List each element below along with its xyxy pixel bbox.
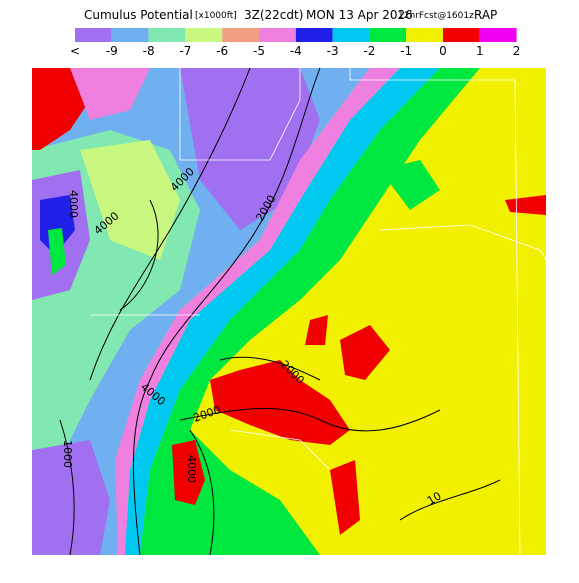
borders [90, 68, 546, 555]
contour [89, 68, 251, 381]
map-field [340, 325, 390, 380]
colorbar-label: -7 [179, 44, 191, 58]
contour [132, 68, 321, 555]
title-part: Cumulus Potential [84, 8, 193, 22]
colorbar-label: -3 [327, 44, 339, 58]
colorbar-label: -8 [143, 44, 155, 58]
map-field [32, 440, 110, 555]
contour-label: 1000 [61, 440, 74, 468]
colorbar-label: -6 [216, 44, 228, 58]
map-field [70, 68, 150, 120]
colorbar-label: -9 [106, 44, 118, 58]
contour [179, 408, 441, 432]
title-part: MON 13 Apr 2026 [306, 8, 413, 22]
contour-label: 4000 [67, 190, 80, 218]
map-field [210, 360, 350, 445]
map-field [40, 195, 75, 255]
border [229, 429, 331, 471]
contour-label: 4000 [185, 455, 198, 483]
colorbar-label: < [70, 44, 80, 58]
colorbar-swatch [479, 28, 517, 42]
title-part: [x1000ft] [195, 11, 237, 21]
colorbar-swatch [148, 28, 186, 42]
map-field [48, 228, 66, 275]
map-field [380, 160, 440, 210]
colorbar-label: -4 [290, 44, 302, 58]
colorbar-label: -2 [363, 44, 375, 58]
title-part: 3Z(22cdt) [244, 8, 303, 22]
colorbar-swatch [295, 28, 333, 42]
map-field [172, 440, 205, 505]
colorbar: < -9 -8 -7 -6 -5 -4 -3 -2 -1 0 1 2 [70, 28, 520, 58]
colorbar-label: 0 [439, 44, 447, 58]
colorbar-label: 1 [476, 44, 484, 58]
contour-label: 10 [425, 489, 444, 507]
contour [119, 199, 159, 311]
colorbar-swatch [406, 28, 443, 42]
colorbar-swatch [222, 28, 259, 42]
colorbar-swatch [259, 28, 296, 42]
colorbar-label: -1 [400, 44, 412, 58]
colorbar-label: 2 [513, 44, 521, 58]
contour [219, 356, 321, 381]
map-field [505, 195, 546, 215]
map-field [330, 460, 360, 535]
colorbar-label: -5 [253, 44, 265, 58]
title-part: 12hrFcst@1601z [398, 11, 474, 21]
border [349, 68, 521, 555]
colorbar-swatch [111, 28, 149, 42]
map-field [80, 140, 180, 260]
colorbar-swatch [332, 28, 370, 42]
contour [189, 429, 215, 555]
colorbar-swatch [369, 28, 407, 42]
border [179, 68, 301, 161]
contour [59, 419, 75, 555]
map-field [140, 68, 480, 555]
colorbar-swatch [75, 28, 112, 42]
border [379, 224, 546, 261]
contour [399, 479, 501, 521]
map-field [305, 315, 328, 345]
map-field [180, 68, 320, 230]
map: 4000 4000 4000 2000 2000 2000 4000 4000 … [32, 68, 546, 555]
title: Cumulus Potential [x1000ft] 3Z(22cdt) MO… [84, 8, 497, 22]
title-part: RAP [474, 8, 497, 22]
map-field [32, 68, 90, 150]
colorbar-swatch [443, 28, 480, 42]
colorbar-swatch [185, 28, 223, 42]
contours [59, 68, 501, 555]
